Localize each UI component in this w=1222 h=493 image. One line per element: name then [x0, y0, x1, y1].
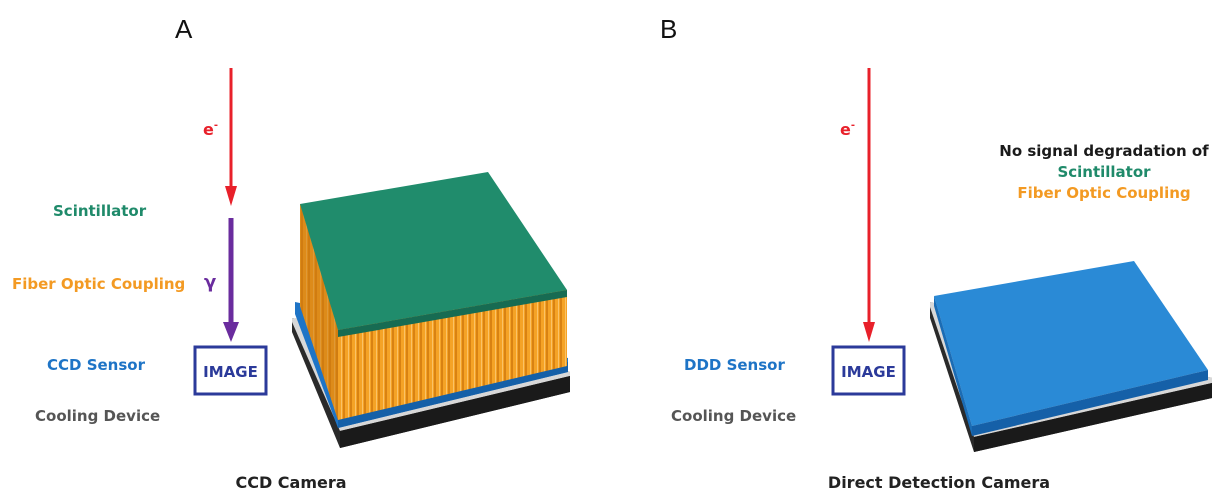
ddd-sensor-layer: [934, 261, 1208, 426]
ccd-camera-stack: [292, 172, 570, 448]
image-box: [193, 345, 268, 396]
panel-a-letter: A: [175, 14, 193, 44]
note-title: No signal degradation of: [999, 142, 1209, 160]
electron-arrowhead-b: [863, 322, 875, 342]
electron-arrowhead: [225, 186, 237, 206]
direct-detection-stack: [930, 261, 1212, 452]
photon-label: γ: [204, 272, 216, 293]
image-box-label: IMAGE: [203, 363, 258, 381]
cooling-device-label-b: Cooling Device: [671, 407, 796, 425]
fiber-optic-coupling-label: Fiber Optic Coupling: [12, 275, 185, 293]
scintillator-label: Scintillator: [53, 202, 147, 220]
note-fiber-optic-coupling: Fiber Optic Coupling: [1017, 184, 1190, 202]
direct-detection-caption: Direct Detection Camera: [828, 473, 1050, 492]
ddd-sensor-label: DDD Sensor: [684, 356, 785, 374]
panel-a: A e- γ IMAGE Scintillator Fiber Optic Co…: [12, 14, 570, 492]
image-box-label-b: IMAGE: [841, 363, 896, 381]
scintillator-layer: [300, 172, 567, 330]
ccd-sensor-label: CCD Sensor: [47, 356, 146, 374]
electron-label: e-: [203, 120, 218, 139]
note-scintillator: Scintillator: [1057, 163, 1151, 181]
ccd-camera-caption: CCD Camera: [235, 473, 346, 492]
photon-arrowhead: [223, 322, 239, 342]
image-box-b: [831, 345, 906, 396]
panel-b: B e- IMAGE DDD Sensor Cooling Device No …: [660, 14, 1212, 492]
cooling-device-label: Cooling Device: [35, 407, 160, 425]
panel-b-letter: B: [660, 14, 677, 44]
electron-label-b: e-: [840, 120, 855, 139]
